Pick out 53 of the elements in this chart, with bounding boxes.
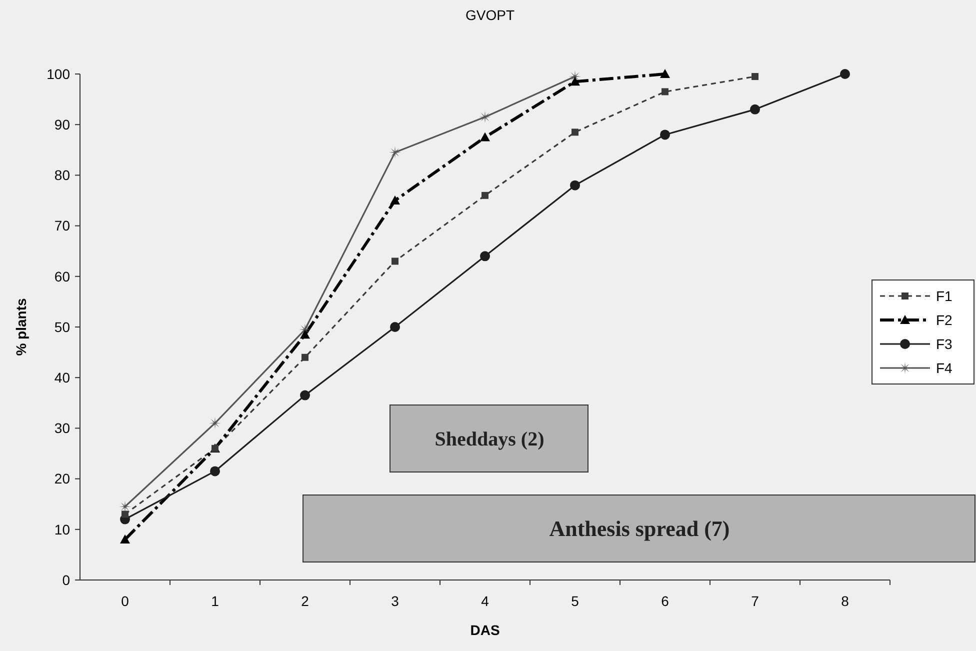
point bbox=[390, 196, 400, 204]
point bbox=[480, 132, 490, 142]
point bbox=[390, 322, 400, 332]
point bbox=[752, 73, 758, 80]
legend-label: F4 bbox=[936, 360, 953, 376]
y-tick-label: 20 bbox=[54, 470, 70, 487]
point bbox=[750, 104, 760, 114]
point bbox=[660, 69, 670, 78]
x-tick-label: 0 bbox=[121, 593, 130, 609]
legend-label: F3 bbox=[936, 336, 953, 352]
point bbox=[572, 128, 578, 136]
point bbox=[570, 180, 580, 190]
y-tick-label: 50 bbox=[54, 318, 70, 335]
point bbox=[482, 192, 488, 199]
point bbox=[302, 354, 308, 361]
legend-label: F2 bbox=[936, 312, 953, 328]
chart-title: GVOPT bbox=[465, 7, 515, 23]
point bbox=[120, 534, 130, 544]
point bbox=[570, 76, 580, 86]
x-tick-label: 3 bbox=[391, 593, 400, 609]
point bbox=[660, 130, 670, 140]
legend-label: F1 bbox=[936, 288, 953, 304]
y-tick-label: 30 bbox=[54, 420, 70, 436]
point bbox=[840, 69, 850, 79]
x-tick-label: 6 bbox=[661, 593, 670, 609]
x-tick-label: 2 bbox=[301, 593, 310, 609]
point bbox=[479, 111, 491, 124]
y-axis-title: % plants bbox=[13, 298, 29, 356]
x-tick-label: 8 bbox=[841, 593, 850, 609]
x-axis-title: DAS bbox=[470, 622, 500, 638]
point bbox=[389, 146, 401, 158]
point bbox=[662, 88, 668, 96]
annotation: Sheddays (2) bbox=[434, 428, 544, 450]
point bbox=[210, 466, 220, 476]
x-tick-label: 4 bbox=[481, 593, 490, 609]
y-tick-label: 70 bbox=[54, 218, 70, 234]
point bbox=[480, 251, 490, 262]
y-tick-label: 100 bbox=[46, 66, 70, 82]
point bbox=[122, 510, 128, 518]
y-tick-label: 60 bbox=[54, 268, 70, 284]
point bbox=[392, 258, 398, 265]
y-tick-label: 10 bbox=[54, 521, 70, 538]
x-tick-label: 7 bbox=[751, 593, 760, 609]
x-tick-label: 1 bbox=[211, 593, 220, 609]
x-tick-label: 5 bbox=[571, 593, 580, 609]
point bbox=[300, 390, 310, 400]
y-tick-label: 40 bbox=[54, 370, 70, 386]
annotation: Anthesis spread (7) bbox=[549, 516, 730, 542]
y-tick-label: 0 bbox=[62, 572, 70, 588]
y-tick-label: 90 bbox=[54, 116, 70, 132]
point bbox=[209, 417, 221, 430]
point bbox=[300, 330, 310, 339]
y-tick-label: 80 bbox=[54, 167, 70, 184]
